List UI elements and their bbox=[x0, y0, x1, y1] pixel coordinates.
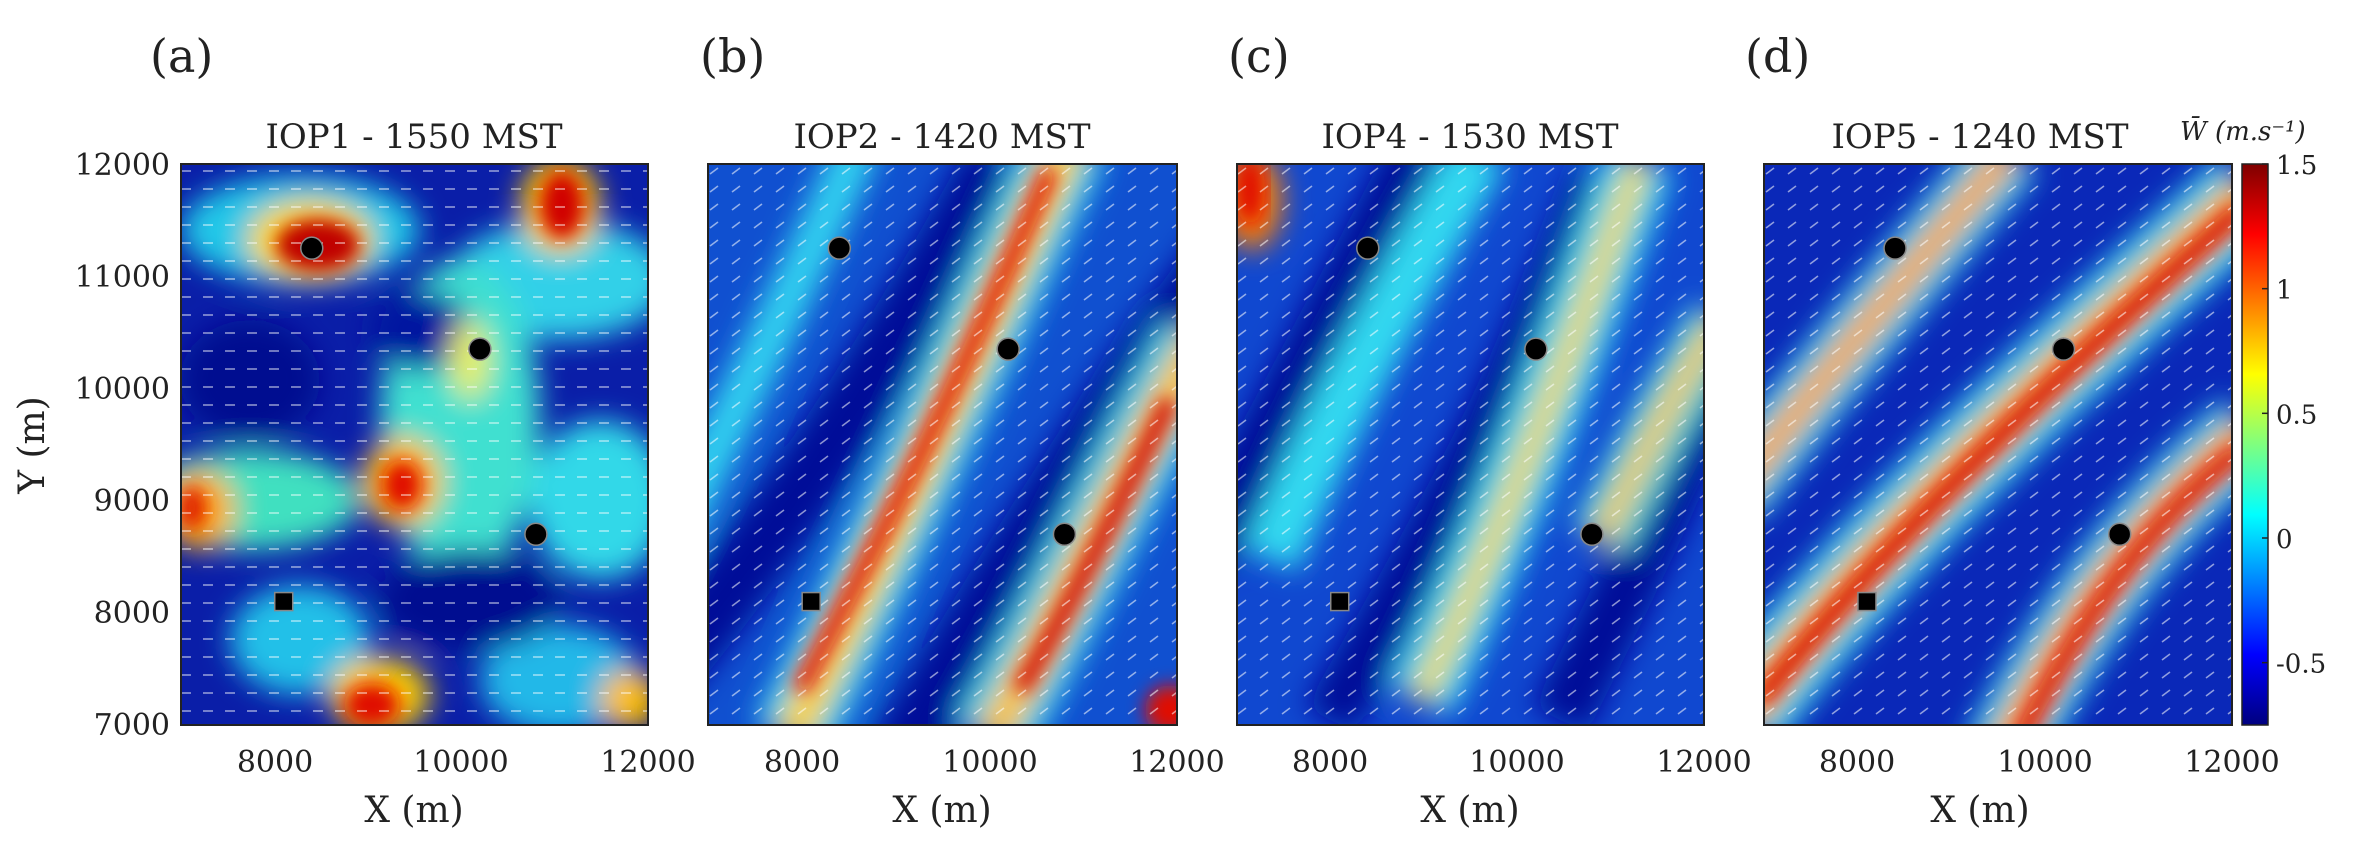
panel-a: (a) IOP1 - 1550 MST bbox=[150, 29, 696, 831]
y-tick-labels: 12000 11000 10000 9000 8000 7000 bbox=[75, 148, 170, 743]
y-tick-label: 7000 bbox=[94, 708, 170, 743]
x-tick-label: 12000 bbox=[2184, 745, 2279, 780]
heatmap-field bbox=[181, 164, 648, 725]
heatmap-field bbox=[1764, 164, 2232, 725]
x-axis-label: X (m) bbox=[364, 790, 463, 831]
y-tick-label: 11000 bbox=[75, 260, 170, 295]
panel-label: (b) bbox=[700, 29, 765, 83]
colorbar-ticks: 1.5 1 0.5 0 -0.5 bbox=[2262, 151, 2326, 680]
colorbar-tick-label: -0.5 bbox=[2276, 650, 2326, 680]
site-marker-circle bbox=[1883, 236, 1907, 260]
x-tick-label: 8000 bbox=[1292, 745, 1368, 780]
site-marker-circle bbox=[468, 337, 492, 361]
site-markers bbox=[273, 236, 548, 612]
site-marker-circle bbox=[1356, 236, 1380, 260]
x-tick-label: 12000 bbox=[600, 745, 695, 780]
panel-d: (d) IOP5 - 1240 MST 8000 10000 12000 X (… bbox=[1745, 29, 2280, 831]
x-axis-label: X (m) bbox=[892, 790, 991, 831]
colorbar-tick-label: 0 bbox=[2276, 525, 2293, 555]
x-axis-label: X (m) bbox=[1930, 790, 2029, 831]
panel-label: (d) bbox=[1745, 29, 1810, 83]
x-tick-label: 10000 bbox=[1469, 745, 1564, 780]
y-tick-label: 12000 bbox=[75, 148, 170, 183]
y-tick-label: 8000 bbox=[94, 596, 170, 631]
site-marker-square bbox=[801, 591, 821, 612]
colorbar-tick-label: 0.5 bbox=[2276, 400, 2317, 430]
panel-label: (a) bbox=[150, 29, 213, 83]
site-markers bbox=[1329, 236, 1604, 612]
y-tick-label: 10000 bbox=[75, 372, 170, 407]
site-marker-circle bbox=[996, 337, 1020, 361]
x-tick-label: 8000 bbox=[237, 745, 313, 780]
colorbar-gradient bbox=[2241, 163, 2269, 726]
colorbar: W̄ (m.s⁻¹) 1.5 1 0.5 0 -0.5 bbox=[2180, 115, 2326, 726]
x-tick-label: 12000 bbox=[1129, 745, 1224, 780]
panel-title: IOP4 - 1530 MST bbox=[1321, 117, 1618, 157]
site-marker-circle bbox=[1052, 522, 1077, 547]
colorbar-label: W̄ (m.s⁻¹) bbox=[2180, 115, 2306, 147]
colorbar-tick-label: 1 bbox=[2276, 276, 2293, 306]
site-marker-circle bbox=[300, 236, 324, 260]
x-tick-label: 10000 bbox=[1997, 745, 2092, 780]
panel-title: IOP5 - 1240 MST bbox=[1831, 117, 2128, 157]
site-marker-circle bbox=[524, 522, 548, 547]
y-axis-label: Y (m) bbox=[12, 396, 53, 494]
site-marker-circle bbox=[827, 236, 852, 260]
x-tick-label: 8000 bbox=[764, 745, 840, 780]
site-marker-circle bbox=[2107, 522, 2132, 547]
site-markers bbox=[1857, 236, 2132, 612]
site-marker-square bbox=[273, 591, 294, 612]
panel-c: (c) IOP4 - 1530 MST 8000 10000 1 bbox=[1228, 29, 1752, 831]
panel-b: (b) IOP2 - 1420 MST 8000 10000 1 bbox=[700, 29, 1225, 831]
x-tick-label: 10000 bbox=[413, 745, 508, 780]
site-marker-square bbox=[1329, 591, 1350, 612]
x-tick-label: 12000 bbox=[1656, 745, 1751, 780]
colorbar-tick-label: 1.5 bbox=[2276, 151, 2317, 181]
site-marker-circle bbox=[1580, 522, 1604, 547]
heatmap-field bbox=[708, 164, 1177, 725]
x-tick-label: 8000 bbox=[1819, 745, 1895, 780]
site-marker-circle bbox=[1524, 337, 1548, 361]
panel-title: IOP2 - 1420 MST bbox=[793, 117, 1090, 157]
panel-title: IOP1 - 1550 MST bbox=[265, 117, 562, 157]
x-tick-label: 10000 bbox=[942, 745, 1037, 780]
site-marker-square bbox=[1857, 591, 1877, 612]
y-tick-label: 9000 bbox=[94, 484, 170, 519]
panel-label: (c) bbox=[1228, 29, 1290, 83]
heatmap-field bbox=[1237, 164, 1704, 725]
site-marker-circle bbox=[2051, 337, 2076, 361]
x-axis-label: X (m) bbox=[1420, 790, 1519, 831]
site-markers bbox=[801, 236, 1077, 612]
